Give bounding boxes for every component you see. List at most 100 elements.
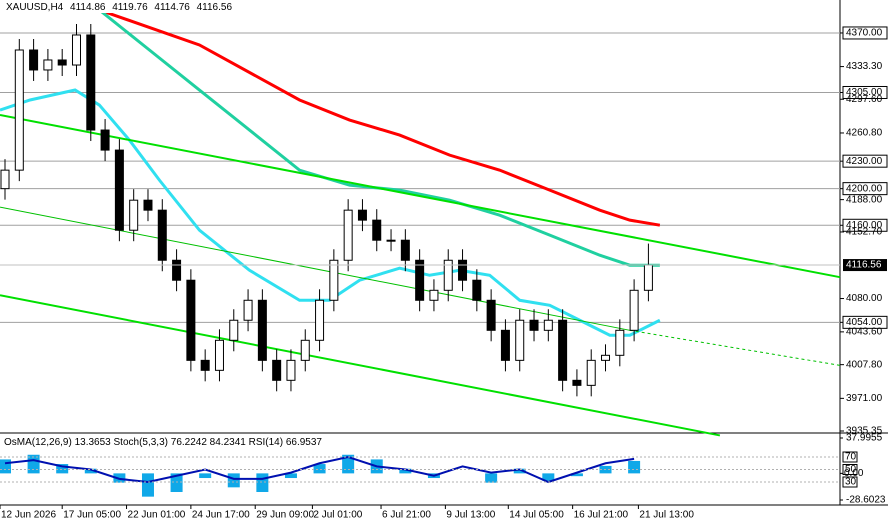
rsi-tick-label: 70 [845, 452, 857, 463]
candle-body [372, 219, 382, 241]
candle-body [186, 279, 196, 361]
indicator-title: OsMA(12,26,9) 13.3653 Stoch(5,3,3) 76.22… [4, 437, 322, 448]
y-tick-label: 4333.30 [846, 61, 883, 72]
open-value: 4114.86 [70, 2, 106, 13]
x-tick-label: 2 Jul 01:00 [313, 510, 362, 521]
chart-header: XAUUSD,H4 4114.86 4119.76 4114.76 4116.5… [4, 2, 238, 13]
osma-tick-label: 0.00 [844, 468, 864, 479]
y-tick-label: 3935.35 [846, 426, 883, 437]
x-tick-label: 12 Jun 2026 [1, 510, 56, 521]
last-price-box [843, 259, 887, 272]
candle-body [543, 319, 553, 331]
candle-body [558, 319, 568, 381]
candle-body [458, 259, 468, 281]
indicator-line [0, 294, 721, 437]
last-price-label: 4116.56 [846, 260, 882, 271]
candle-body [429, 289, 439, 301]
candle-body [86, 34, 96, 131]
candle-body [172, 259, 182, 281]
osma-bar [227, 473, 240, 488]
osma-bar [542, 473, 555, 481]
candle-body [572, 379, 582, 386]
osma-tick-label: -28.6023 [846, 495, 886, 506]
candle-body [129, 199, 139, 231]
y-tick-label: 4230.00 [846, 156, 883, 167]
x-tick-label: 16 Jul 21:00 [574, 510, 629, 521]
candle-body [472, 279, 482, 301]
indicator-line [629, 329, 841, 366]
rsi-tick-label: 50 [845, 464, 857, 475]
osma-bar [56, 464, 69, 474]
candle-body [29, 49, 39, 71]
candle-body [601, 354, 611, 361]
osma-bar [313, 464, 326, 474]
candle-body [586, 359, 596, 386]
osma-bar [513, 468, 526, 474]
candle-body [100, 129, 110, 151]
candle-body [615, 329, 625, 356]
candle-body [329, 259, 339, 301]
candle-body [386, 239, 396, 242]
candle-body [300, 339, 310, 361]
candle-body [157, 209, 167, 261]
osma-bar [628, 460, 641, 474]
osma-bar [570, 473, 583, 477]
y-tick-label: 4160.00 [846, 220, 883, 231]
candle-body [529, 319, 539, 331]
level-box [842, 154, 888, 168]
rsi-tick-label: 30 [845, 477, 857, 488]
osma-bar [84, 468, 97, 474]
osma-bar [256, 473, 269, 492]
x-tick-label: 29 Jun 09:00 [256, 510, 314, 521]
y-tick-label: 4080.00 [846, 293, 883, 304]
y-tick-label: 4370.00 [846, 28, 883, 39]
candle-body [415, 259, 425, 301]
candle-body [71, 34, 81, 66]
x-tick-label: 17 Jun 05:00 [63, 510, 121, 521]
high-value: 4119.76 [112, 2, 148, 13]
candle-body [272, 359, 282, 381]
y-tick-label: 3971.00 [846, 393, 883, 404]
y-tick-label: 4200.00 [846, 183, 883, 194]
level-box [842, 182, 888, 196]
indicator-line [0, 114, 841, 279]
x-tick-label: 24 Jun 17:00 [192, 510, 250, 521]
level-box [842, 451, 858, 463]
candle-body [200, 359, 210, 371]
candle-body [114, 149, 124, 231]
osma-bar [485, 473, 498, 483]
candle-body [629, 289, 639, 331]
candle-body [643, 264, 653, 291]
candle-body [515, 319, 525, 361]
indicator-line [0, 206, 630, 331]
osma-bar [170, 473, 183, 492]
level-box [842, 218, 888, 232]
symbol: XAUUSD,H4 [6, 2, 64, 13]
candle-body [43, 59, 53, 71]
osma-bar [342, 454, 355, 474]
y-tick-label: 4043.60 [846, 327, 883, 338]
osma-bar [27, 454, 40, 474]
x-tick-label: 14 Jul 05:00 [509, 510, 564, 521]
candle-body [243, 299, 253, 321]
candle-body [143, 199, 153, 211]
candle-body [57, 59, 67, 66]
indicator-line [0, 88, 661, 337]
x-tick-label: 6 Jul 21:00 [382, 510, 431, 521]
osma-bar [141, 473, 154, 497]
osma-bar [199, 473, 212, 479]
y-tick-label: 4260.80 [846, 128, 883, 139]
candle-body [229, 319, 239, 341]
osma-tick-label: 37.9955 [846, 433, 883, 444]
level-box [842, 476, 858, 488]
candle-body [343, 209, 353, 261]
indicator-line [98, 8, 661, 227]
x-tick-label: 9 Jul 13:00 [446, 510, 495, 521]
level-box [842, 85, 888, 99]
x-tick-label: 22 Jun 01:00 [128, 510, 186, 521]
candle-body [0, 169, 10, 190]
candle-body [443, 259, 453, 291]
candle-body [286, 359, 296, 381]
